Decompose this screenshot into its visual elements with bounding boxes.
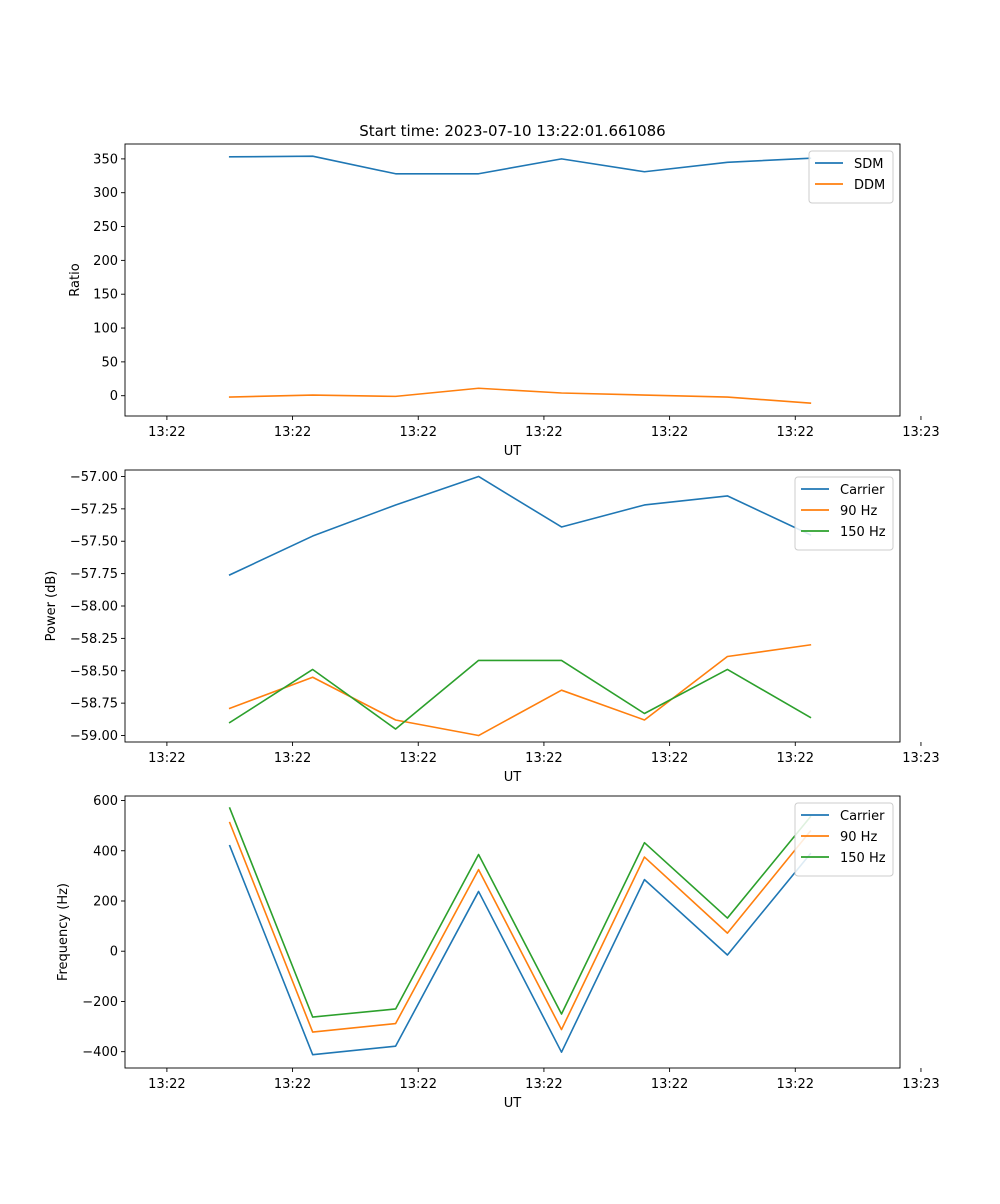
y-axis-label: Power (dB) [44,571,59,642]
x-tick-label: 13:22 [400,425,437,440]
y-tick-label: 250 [93,220,118,235]
x-tick-label: 13:22 [777,425,814,440]
series-line-2 [228,643,812,737]
x-tick-label: 13:22 [525,751,562,766]
x-tick-label: 13:22 [651,751,688,766]
x-tick-label: 13:23 [902,1077,939,1092]
series-line-1 [228,475,812,576]
x-tick-label: 13:22 [274,751,311,766]
y-tick-label: −58.50 [70,664,118,679]
y-tick-label: 350 [93,152,118,167]
series-line-2 [228,821,812,1033]
y-tick-label: 0 [110,389,118,404]
x-tick-label: 13:22 [525,1077,562,1092]
x-axis-label: UT [504,444,522,459]
series-line-3 [228,807,812,1018]
legend: Carrier 90 Hz 150 Hz [794,802,894,877]
x-tick-label: 13:22 [148,1077,185,1092]
series-line-2 [228,387,812,404]
x-tick-label: 13:22 [148,751,185,766]
x-tick-label: 13:22 [274,1077,311,1092]
legend-label: 150 Hz [840,851,886,866]
legend-label: SDM [854,157,883,172]
subplot-2: 13:22 13:22 13:22 13:22 13:22 13:22 13:23 −59.0… [44,469,940,785]
y-tick-label: −57.00 [70,470,118,485]
y-tick-label: 400 [93,844,118,859]
y-tick-label: −400 [82,1045,118,1060]
y-tick-label: 300 [93,186,118,201]
legend-label: DDM [854,178,885,193]
series-line-1 [228,844,812,1056]
legend: SDM DDM [808,150,894,204]
x-tick-label: 13:22 [525,425,562,440]
x-tick-label: 13:22 [651,425,688,440]
x-axis-label: UT [504,1096,522,1111]
y-tick-label: −57.50 [70,535,118,550]
x-tick-label: 13:22 [777,751,814,766]
y-tick-label: 200 [93,894,118,909]
legend-label: 150 Hz [840,525,886,540]
series-line-3 [228,659,812,730]
y-axis-label: Ratio [68,263,83,296]
y-tick-label: −57.75 [70,567,118,582]
subplot-3: 13:22 13:22 13:22 13:22 13:22 13:22 13:23 −400 −… [56,794,940,1111]
legend-box [808,150,894,204]
y-axis-label: Frequency (Hz) [56,883,71,981]
y-tick-label: −59.00 [70,729,118,744]
x-axis-label: UT [504,770,522,785]
axes-frame [124,795,901,1069]
legend-label: Carrier [840,483,885,498]
legend: Carrier 90 Hz 150 Hz [794,476,894,551]
x-tick-label: 13:22 [651,1077,688,1092]
x-tick-label: 13:22 [274,425,311,440]
series-line-1 [228,155,812,175]
y-tick-label: 100 [93,322,118,337]
y-tick-label: 0 [110,945,118,960]
y-tick-label: 150 [93,288,118,303]
y-tick-label: −57.25 [70,502,118,517]
legend-label: Carrier [840,809,885,824]
x-tick-label: 13:22 [148,425,185,440]
axes-frame [124,143,901,417]
figure-title: Start time: 2023-07-10 13:22:01.661086 [359,122,665,140]
legend-label: 90 Hz [840,504,877,519]
x-tick-label: 13:22 [400,751,437,766]
y-tick-label: 50 [101,355,118,370]
y-tick-label: 600 [93,794,118,809]
x-tick-label: 13:22 [400,1077,437,1092]
x-tick-label: 13:23 [902,751,939,766]
y-tick-label: 200 [93,254,118,269]
y-tick-label: −200 [82,995,118,1010]
y-tick-label: −58.75 [70,697,118,712]
subplot-1: 13:22 13:22 13:22 13:22 13:22 13:22 13:23 0 50 10… [68,143,940,459]
y-tick-label: −58.25 [70,632,118,647]
x-tick-label: 13:22 [777,1077,814,1092]
legend-label: 90 Hz [840,830,877,845]
y-tick-label: −58.00 [70,600,118,615]
x-tick-label: 13:23 [902,425,939,440]
